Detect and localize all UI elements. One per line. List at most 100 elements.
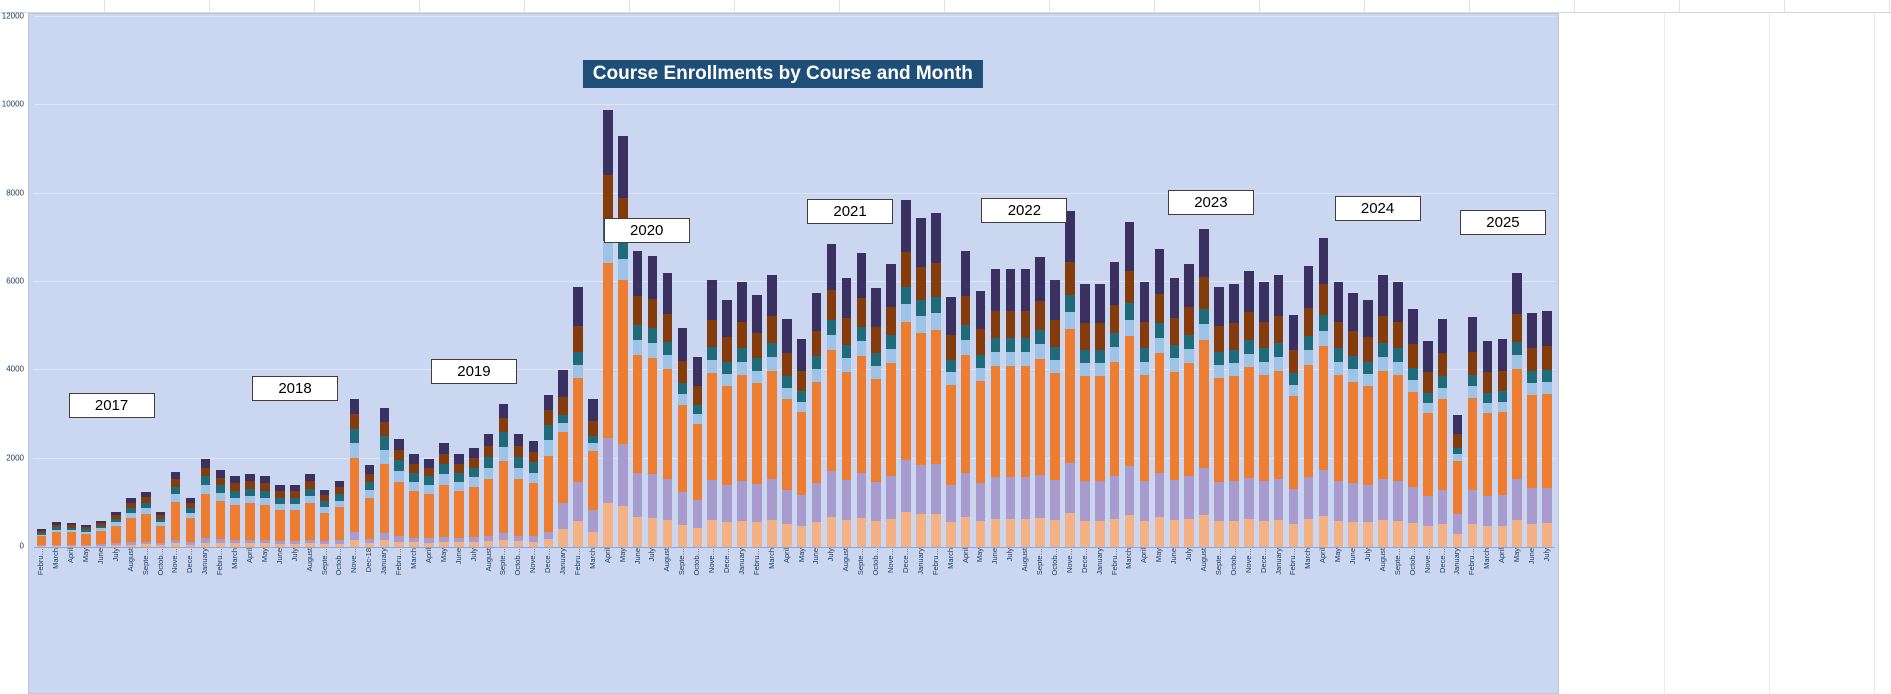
- bar-segment-lavender[interactable]: [498, 532, 509, 540]
- bar-column[interactable]: [1301, 17, 1316, 547]
- bar-segment-orange[interactable]: [483, 479, 494, 536]
- bar-segment-dark-red[interactable]: [990, 310, 1001, 339]
- bar-segment-teal[interactable]: [1452, 447, 1463, 455]
- bar-segment-lavender[interactable]: [170, 539, 181, 544]
- bar-segment-dark-navy[interactable]: [916, 217, 926, 268]
- bar-segment-dark-red[interactable]: [260, 483, 270, 491]
- bar-segment-lavender[interactable]: [960, 473, 971, 518]
- bar-column[interactable]: [750, 17, 765, 547]
- bar-segment-teal[interactable]: [1482, 392, 1493, 404]
- bar-segment-lavender[interactable]: [1512, 478, 1522, 520]
- bar-segment-light-blue[interactable]: [1065, 312, 1075, 329]
- bar-column[interactable]: [1122, 17, 1137, 547]
- bar-segment-lavender[interactable]: [737, 480, 747, 521]
- bar-segment-lavender[interactable]: [886, 476, 896, 519]
- bar-segment-lavender[interactable]: [66, 544, 77, 546]
- bar-segment-dark-red[interactable]: [603, 175, 613, 220]
- bar-segment-lavender[interactable]: [1184, 476, 1194, 519]
- bar-segment-lavender[interactable]: [752, 484, 762, 522]
- bar-segment-dark-navy[interactable]: [1512, 273, 1522, 315]
- bar-column[interactable]: [332, 17, 347, 547]
- bar-column[interactable]: [1361, 17, 1376, 547]
- bar-segment-light-blue[interactable]: [409, 482, 419, 492]
- bar-column[interactable]: [64, 17, 79, 547]
- bar-segment-dark-red[interactable]: [543, 409, 554, 426]
- bar-segment-light-blue[interactable]: [1333, 361, 1344, 375]
- bar-column[interactable]: [123, 17, 138, 547]
- bar-column[interactable]: [645, 17, 660, 547]
- bar-segment-tan[interactable]: [111, 545, 121, 547]
- bar-segment-light-blue[interactable]: [543, 440, 554, 456]
- bar-segment-light-blue[interactable]: [185, 513, 196, 518]
- bar-segment-light-blue[interactable]: [782, 387, 792, 400]
- bar-segment-teal[interactable]: [170, 486, 181, 495]
- bar-segment-light-blue[interactable]: [424, 485, 434, 495]
- bar-segment-teal[interactable]: [230, 490, 240, 498]
- bar-segment-dark-red[interactable]: [811, 330, 822, 357]
- bar-segment-orange[interactable]: [1035, 358, 1045, 475]
- bar-column[interactable]: [1077, 17, 1092, 547]
- bar-segment-lavender[interactable]: [260, 539, 270, 544]
- bar-segment-tan[interactable]: [170, 543, 181, 547]
- bar-segment-light-blue[interactable]: [1080, 362, 1090, 377]
- bar-segment-lavender[interactable]: [528, 536, 539, 542]
- bar-segment-tan[interactable]: [319, 544, 330, 547]
- bar-segment-orange[interactable]: [1020, 366, 1031, 478]
- bar-segment-teal[interactable]: [737, 348, 747, 362]
- bar-column[interactable]: [586, 17, 601, 547]
- bar-segment-dark-red[interactable]: [1259, 321, 1269, 349]
- bar-column[interactable]: [1405, 17, 1420, 547]
- bar-segment-lavender[interactable]: [856, 473, 867, 518]
- bar-column[interactable]: [779, 17, 794, 547]
- bar-segment-teal[interactable]: [677, 382, 688, 394]
- bar-segment-orange[interactable]: [364, 498, 375, 539]
- bar-segment-tan[interactable]: [379, 540, 390, 547]
- bar-segment-lavender[interactable]: [1542, 488, 1552, 524]
- bar-segment-orange[interactable]: [945, 384, 956, 485]
- bar-segment-teal[interactable]: [722, 361, 732, 374]
- bar-column[interactable]: [1435, 17, 1450, 547]
- bar-segment-dark-navy[interactable]: [1154, 248, 1165, 294]
- bar-segment-dark-red[interactable]: [439, 453, 449, 464]
- bar-segment-teal[interactable]: [1288, 372, 1299, 385]
- bar-segment-lavender[interactable]: [1139, 480, 1150, 521]
- bar-segment-dark-red[interactable]: [901, 252, 911, 287]
- bar-segment-teal[interactable]: [260, 490, 270, 498]
- bar-segment-tan[interactable]: [811, 521, 822, 547]
- bar-segment-dark-navy[interactable]: [707, 280, 717, 321]
- bar-segment-lavender[interactable]: [305, 539, 315, 544]
- bar-segment-light-blue[interactable]: [349, 443, 360, 459]
- bar-segment-orange[interactable]: [1005, 366, 1016, 478]
- bar-segment-teal[interactable]: [1273, 343, 1284, 357]
- bar-column[interactable]: [79, 17, 94, 547]
- bar-segment-lavender[interactable]: [364, 538, 375, 543]
- bar-segment-dark-red[interactable]: [632, 295, 643, 326]
- bar-segment-dark-navy[interactable]: [1169, 277, 1180, 319]
- bar-segment-lavender[interactable]: [603, 437, 613, 504]
- bar-segment-orange[interactable]: [737, 374, 747, 481]
- bar-segment-lavender[interactable]: [185, 542, 196, 545]
- bar-segment-dark-navy[interactable]: [454, 454, 464, 464]
- bar-segment-tan[interactable]: [603, 503, 613, 547]
- bar-segment-light-blue[interactable]: [1437, 387, 1448, 400]
- bar-segment-tan[interactable]: [1229, 520, 1239, 547]
- bar-column[interactable]: [541, 17, 556, 547]
- bar-segment-teal[interactable]: [245, 488, 255, 497]
- bar-segment-light-blue[interactable]: [36, 534, 47, 537]
- bar-segment-light-blue[interactable]: [483, 468, 494, 480]
- bar-segment-light-blue[interactable]: [290, 503, 300, 510]
- bar-segment-light-blue[interactable]: [931, 313, 941, 331]
- bar-segment-tan[interactable]: [364, 542, 375, 547]
- bar-segment-dark-navy[interactable]: [1288, 314, 1299, 350]
- bar-segment-dark-navy[interactable]: [543, 394, 554, 410]
- bar-segment-teal[interactable]: [1080, 349, 1090, 363]
- bar-segment-orange[interactable]: [1259, 374, 1269, 481]
- bar-segment-dark-navy[interactable]: [1035, 257, 1045, 301]
- bar-column[interactable]: [943, 17, 958, 547]
- bar-column[interactable]: [854, 17, 869, 547]
- bar-column[interactable]: [556, 17, 571, 547]
- bar-segment-light-blue[interactable]: [1095, 362, 1105, 377]
- bar-segment-light-blue[interactable]: [632, 339, 643, 355]
- bar-segment-teal[interactable]: [349, 428, 360, 444]
- bar-segment-lavender[interactable]: [632, 473, 643, 518]
